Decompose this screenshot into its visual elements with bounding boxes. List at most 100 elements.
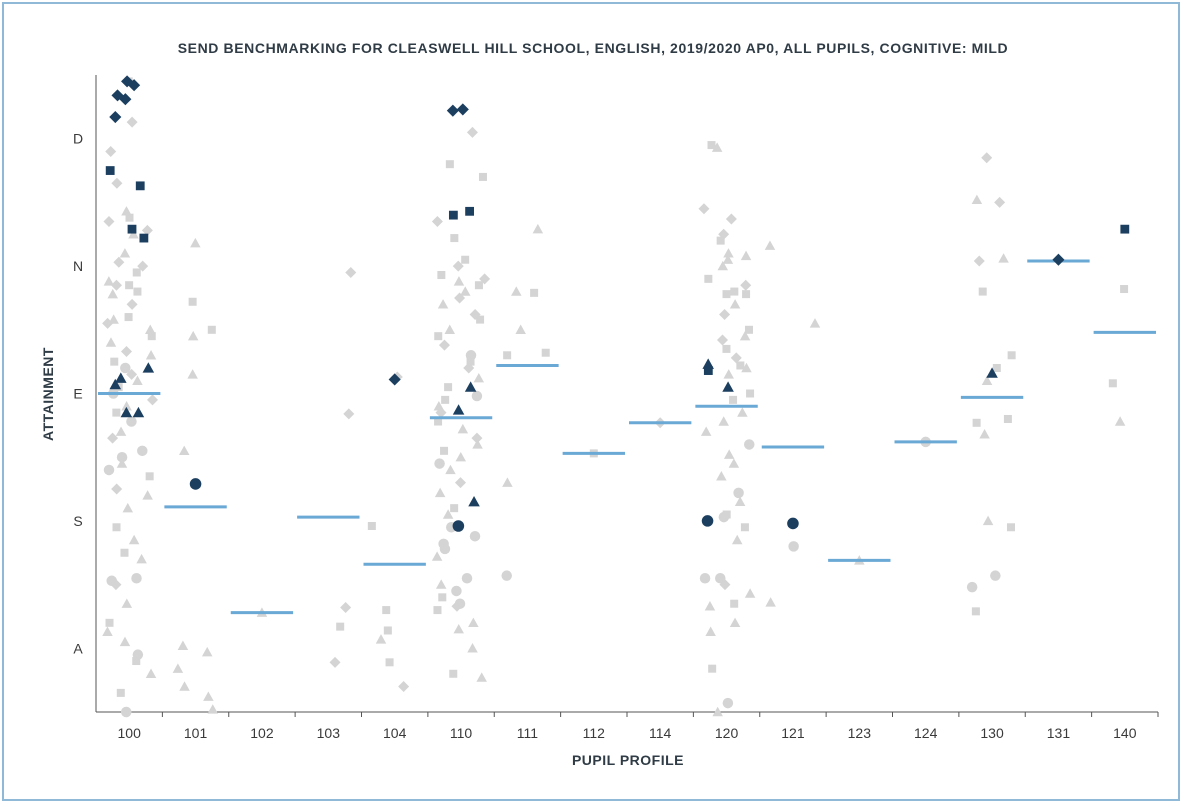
national-point <box>188 297 197 306</box>
x-tick-label: 140 <box>1113 725 1137 741</box>
national-point <box>207 704 219 714</box>
national-point <box>103 276 115 286</box>
national-point <box>121 206 132 216</box>
national-point <box>737 407 748 417</box>
national-point <box>704 601 716 611</box>
national-point <box>730 599 739 608</box>
national-point <box>119 636 131 647</box>
national-point <box>1006 523 1015 532</box>
national-point <box>103 464 115 476</box>
national-point <box>124 313 133 322</box>
national-point <box>469 530 481 542</box>
national-point <box>102 317 114 329</box>
national-point <box>445 464 456 475</box>
national-point <box>788 541 799 552</box>
y-tick-label: A <box>73 640 83 656</box>
national-point <box>712 706 723 717</box>
national-point <box>503 351 512 360</box>
national-point <box>982 515 994 526</box>
national-point <box>700 426 712 436</box>
x-tick-label: 100 <box>118 725 142 741</box>
national-point <box>515 324 526 334</box>
school-point <box>121 75 134 88</box>
national-point <box>435 579 447 589</box>
national-point <box>715 572 726 584</box>
national-point <box>115 426 127 436</box>
school-point <box>703 366 713 375</box>
national-point <box>105 337 117 347</box>
national-point <box>966 581 978 593</box>
y-tick-label: D <box>73 131 83 147</box>
x-tick-label: 120 <box>715 725 739 741</box>
national-point <box>466 357 475 366</box>
national-point <box>719 579 731 591</box>
national-point <box>145 472 154 481</box>
national-point <box>744 325 753 334</box>
national-point <box>471 432 483 444</box>
national-point <box>122 502 134 513</box>
national-point <box>461 572 473 584</box>
school-point <box>448 210 458 220</box>
national-point <box>137 445 148 457</box>
school-point <box>1052 253 1065 266</box>
national-point <box>132 268 141 277</box>
national-point <box>121 598 133 608</box>
chart-title: SEND BENCHMARKING FOR CLEASWELL HILL SCH… <box>177 40 1009 56</box>
national-point <box>705 626 716 636</box>
national-point <box>730 287 739 296</box>
national-point <box>111 177 123 189</box>
national-point <box>112 408 121 417</box>
national-point <box>704 274 713 283</box>
national-point <box>450 234 459 243</box>
school-point <box>701 515 714 527</box>
national-point <box>723 369 734 379</box>
national-point <box>740 279 752 291</box>
national-point <box>471 390 483 402</box>
national-point <box>722 254 734 264</box>
national-point <box>442 509 454 519</box>
national-point <box>532 223 544 234</box>
national-point <box>146 394 158 406</box>
national-point <box>178 445 190 456</box>
national-point <box>736 361 745 370</box>
national-point <box>340 602 352 614</box>
national-point <box>177 640 189 650</box>
national-point <box>444 383 453 392</box>
national-point <box>172 663 184 673</box>
national-point <box>107 432 119 444</box>
national-point <box>708 664 717 673</box>
national-point <box>105 618 114 627</box>
national-point <box>126 298 138 310</box>
national-point <box>444 324 456 334</box>
national-point <box>707 141 716 150</box>
national-point <box>468 617 479 628</box>
national-point <box>473 372 485 383</box>
school-point <box>388 373 401 386</box>
national-point <box>467 643 478 653</box>
national-point <box>345 266 357 278</box>
national-point <box>207 325 216 334</box>
national-point <box>201 646 213 657</box>
national-point <box>132 375 143 385</box>
national-point <box>103 216 115 228</box>
national-point <box>501 570 512 581</box>
national-point <box>460 286 471 296</box>
national-point <box>445 160 454 169</box>
national-point <box>179 681 190 691</box>
school-point <box>139 233 149 243</box>
national-point <box>530 288 539 297</box>
y-tick-label: N <box>73 258 83 274</box>
national-point <box>994 196 1006 208</box>
national-point <box>971 607 980 616</box>
school-point <box>128 79 141 92</box>
national-point <box>809 318 821 328</box>
school-point <box>132 406 145 418</box>
national-point <box>731 534 743 545</box>
national-point <box>125 213 134 222</box>
national-point <box>116 451 128 463</box>
national-point <box>126 368 138 380</box>
national-point <box>719 309 731 321</box>
national-point <box>741 362 752 373</box>
national-point <box>972 418 981 427</box>
